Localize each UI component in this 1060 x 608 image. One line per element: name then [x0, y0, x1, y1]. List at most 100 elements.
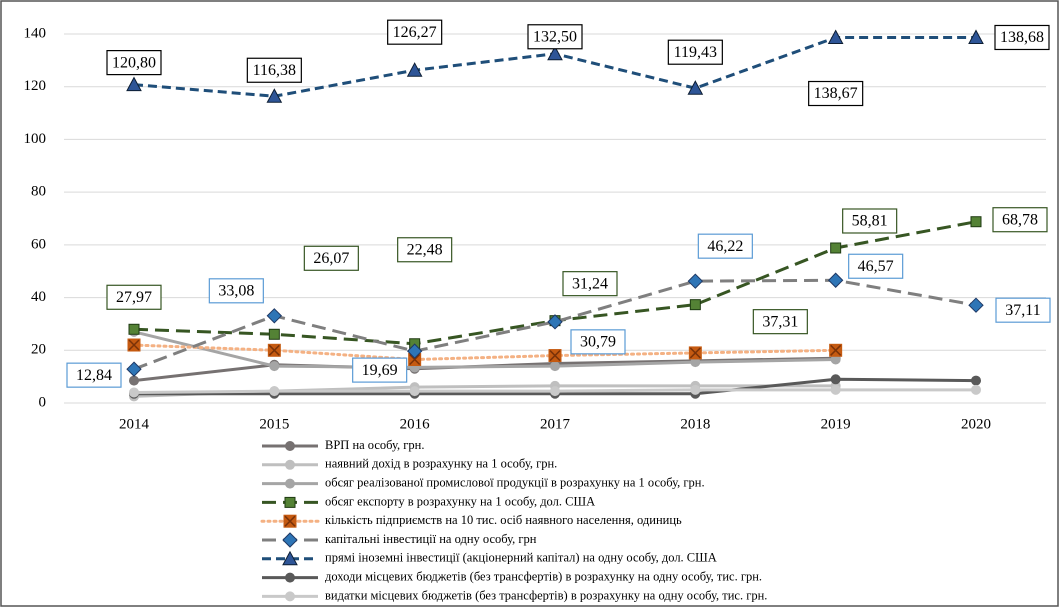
marker	[550, 386, 560, 397]
data-label-border	[527, 24, 583, 50]
marker	[282, 550, 298, 566]
data-label-box: 22,48	[397, 237, 453, 263]
marker	[285, 478, 295, 489]
legend-label: видатки місцевих бюджетів (без трансферт…	[325, 588, 767, 602]
marker	[827, 29, 844, 45]
data-label: 119,43	[674, 44, 717, 61]
data-label-border	[848, 253, 904, 279]
data-label: 120,80	[112, 54, 156, 71]
data-label-box: 138,67	[808, 80, 864, 107]
marker	[687, 273, 704, 289]
marker-cross	[830, 344, 842, 356]
marker	[285, 572, 295, 583]
marker	[128, 323, 140, 335]
data-label-box: 119,43	[667, 39, 723, 65]
legend-label: ВРП на особу, грн.	[325, 438, 425, 452]
marker	[971, 375, 981, 386]
data-label: 138,67	[814, 85, 858, 102]
data-label: 68,78	[1002, 211, 1038, 228]
data-label-box: 37,31	[752, 309, 808, 335]
x-tick-label: 2018	[680, 416, 710, 432]
marker	[266, 88, 283, 103]
marker	[827, 272, 844, 288]
y-tick-label: 0	[39, 394, 47, 410]
data-label-border	[208, 278, 264, 304]
data-label-box: 31,24	[562, 271, 618, 297]
marker-cross	[689, 347, 701, 359]
legend-label: доходи місцевих бюджетів (без трансферті…	[325, 569, 762, 583]
data-label-box: 58,81	[842, 208, 898, 234]
marker	[968, 297, 984, 313]
data-label-border	[562, 271, 618, 297]
data-label-box: 68,78	[992, 207, 1048, 233]
x-tick-label: 2015	[259, 416, 289, 432]
data-label-border	[352, 357, 408, 383]
x-tick-label: 2017	[540, 416, 571, 432]
data-label-box: 126,27	[387, 19, 443, 45]
data-label-border	[397, 237, 453, 263]
data-label: 31,24	[572, 275, 608, 292]
data-label-box: 26,07	[303, 245, 359, 271]
x-tick-label: 2014	[119, 416, 150, 432]
data-label-box: 27,97	[106, 284, 162, 310]
data-label: 33,08	[218, 282, 254, 299]
marker	[690, 384, 701, 395]
marker	[406, 343, 423, 359]
legend-label: наявний дохід в розрахунку на 1 особу, г…	[325, 457, 557, 471]
marker-cross	[549, 350, 561, 362]
data-label: 116,38	[253, 62, 296, 79]
data-label: 12,84	[76, 367, 112, 384]
y-tick-label: 100	[24, 131, 47, 147]
data-label-box: 116,38	[246, 57, 302, 83]
marker	[126, 361, 142, 377]
marker	[129, 375, 139, 386]
data-label-border	[808, 80, 864, 107]
legend-label: обсяг реалізованої промислової продукції…	[325, 475, 705, 489]
data-label-border	[303, 245, 359, 271]
marker	[968, 29, 984, 44]
marker	[687, 80, 704, 95]
data-label-border	[387, 19, 443, 45]
data-label: 138,68	[1000, 29, 1044, 46]
legend-label: кількість підприємств на 10 тис. осіб на…	[325, 513, 682, 527]
marker	[269, 386, 280, 397]
data-label: 37,11	[1005, 302, 1040, 319]
legend-label: обсяг експорту в розрахунку на 1 особу, …	[325, 494, 595, 508]
y-tick-label: 20	[31, 342, 46, 358]
marker	[830, 242, 842, 254]
data-label-border	[106, 284, 162, 310]
marker	[285, 459, 295, 470]
marker-cross	[284, 515, 296, 527]
data-label-box: 33,08	[208, 278, 264, 304]
data-label-border	[995, 297, 1051, 323]
data-label: 126,27	[393, 24, 437, 41]
data-label-border	[246, 57, 302, 83]
data-label-border	[992, 207, 1048, 233]
data-label-border	[994, 24, 1050, 51]
data-label-box: 138,68	[994, 24, 1050, 51]
y-tick-label: 80	[31, 184, 46, 200]
data-label-border	[667, 39, 723, 65]
marker	[970, 216, 982, 228]
x-tick-label: 2020	[961, 416, 991, 432]
data-label: 46,57	[858, 258, 894, 275]
data-label: 30,79	[580, 334, 616, 351]
x-tick-label: 2019	[821, 416, 851, 432]
data-label-box: 132,50	[527, 24, 583, 50]
marker	[406, 62, 423, 77]
series-line	[132, 343, 838, 362]
marker	[285, 441, 295, 451]
data-label: 132,50	[533, 28, 577, 45]
data-label-box: 37,11	[995, 297, 1051, 323]
y-tick-label: 60	[31, 236, 46, 252]
x-tick-label: 2016	[400, 416, 431, 432]
data-label-border	[570, 329, 626, 355]
marker	[284, 496, 296, 508]
marker	[971, 384, 981, 395]
marker	[285, 591, 295, 602]
marker	[129, 387, 139, 398]
marker	[282, 532, 298, 548]
data-label: 27,97	[116, 289, 152, 306]
